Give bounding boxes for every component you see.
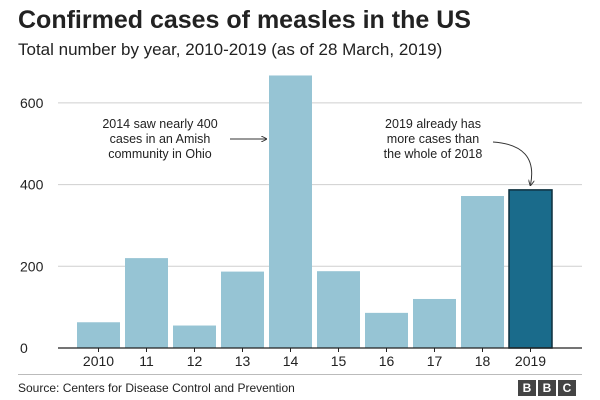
bar bbox=[508, 189, 553, 349]
annotation-2019-arrow bbox=[492, 141, 532, 185]
bar bbox=[317, 271, 360, 348]
y-tick-label: 0 bbox=[20, 340, 28, 356]
annotation-2014-line: community in Ohio bbox=[108, 147, 212, 161]
x-tick-label: 14 bbox=[283, 353, 299, 369]
x-tick-label: 16 bbox=[379, 353, 395, 369]
annotation-2019-line: the whole of 2018 bbox=[384, 147, 483, 161]
bar bbox=[413, 298, 456, 348]
annotation-2014-line: 2014 saw nearly 400 bbox=[102, 117, 217, 131]
x-tick-label: 18 bbox=[475, 353, 491, 369]
x-tick-label: 2010 bbox=[83, 353, 114, 369]
x-tick-label: 13 bbox=[235, 353, 251, 369]
x-tick-label: 11 bbox=[139, 353, 154, 369]
annotation-2019-line: more cases than bbox=[387, 132, 479, 146]
annotation-2019-line: 2019 already has bbox=[385, 117, 481, 131]
bar bbox=[461, 196, 504, 348]
source-note: Source: Centers for Disease Control and … bbox=[18, 381, 295, 395]
x-tick-label: 17 bbox=[427, 353, 443, 369]
bbc-logo: B B C bbox=[518, 380, 576, 396]
bar bbox=[221, 271, 264, 348]
footer-divider bbox=[18, 374, 582, 375]
y-tick-label: 400 bbox=[20, 177, 44, 193]
bbc-logo-letter: B bbox=[518, 380, 536, 396]
x-tick-label: 2019 bbox=[515, 353, 546, 369]
annotation-2014-line: cases in an Amish bbox=[110, 132, 211, 146]
bar bbox=[365, 312, 408, 348]
bbc-logo-letter: C bbox=[558, 380, 576, 396]
y-tick-label: 600 bbox=[20, 95, 44, 111]
bar bbox=[125, 258, 168, 348]
chart-subtitle: Total number by year, 2010-2019 (as of 2… bbox=[18, 40, 443, 59]
bbc-logo-letter: B bbox=[538, 380, 556, 396]
bar-chart: 0 200 400 600 2010 11 12 13 14 15 16 17 18 2019 2014 s… bbox=[20, 75, 582, 369]
bar bbox=[77, 322, 120, 348]
bar bbox=[269, 75, 312, 349]
x-tick-label: 15 bbox=[331, 353, 347, 369]
bar bbox=[173, 325, 216, 348]
chart-title: Confirmed cases of measles in the US bbox=[18, 6, 471, 34]
y-tick-label: 200 bbox=[20, 258, 44, 274]
x-tick-label: 12 bbox=[187, 353, 203, 369]
